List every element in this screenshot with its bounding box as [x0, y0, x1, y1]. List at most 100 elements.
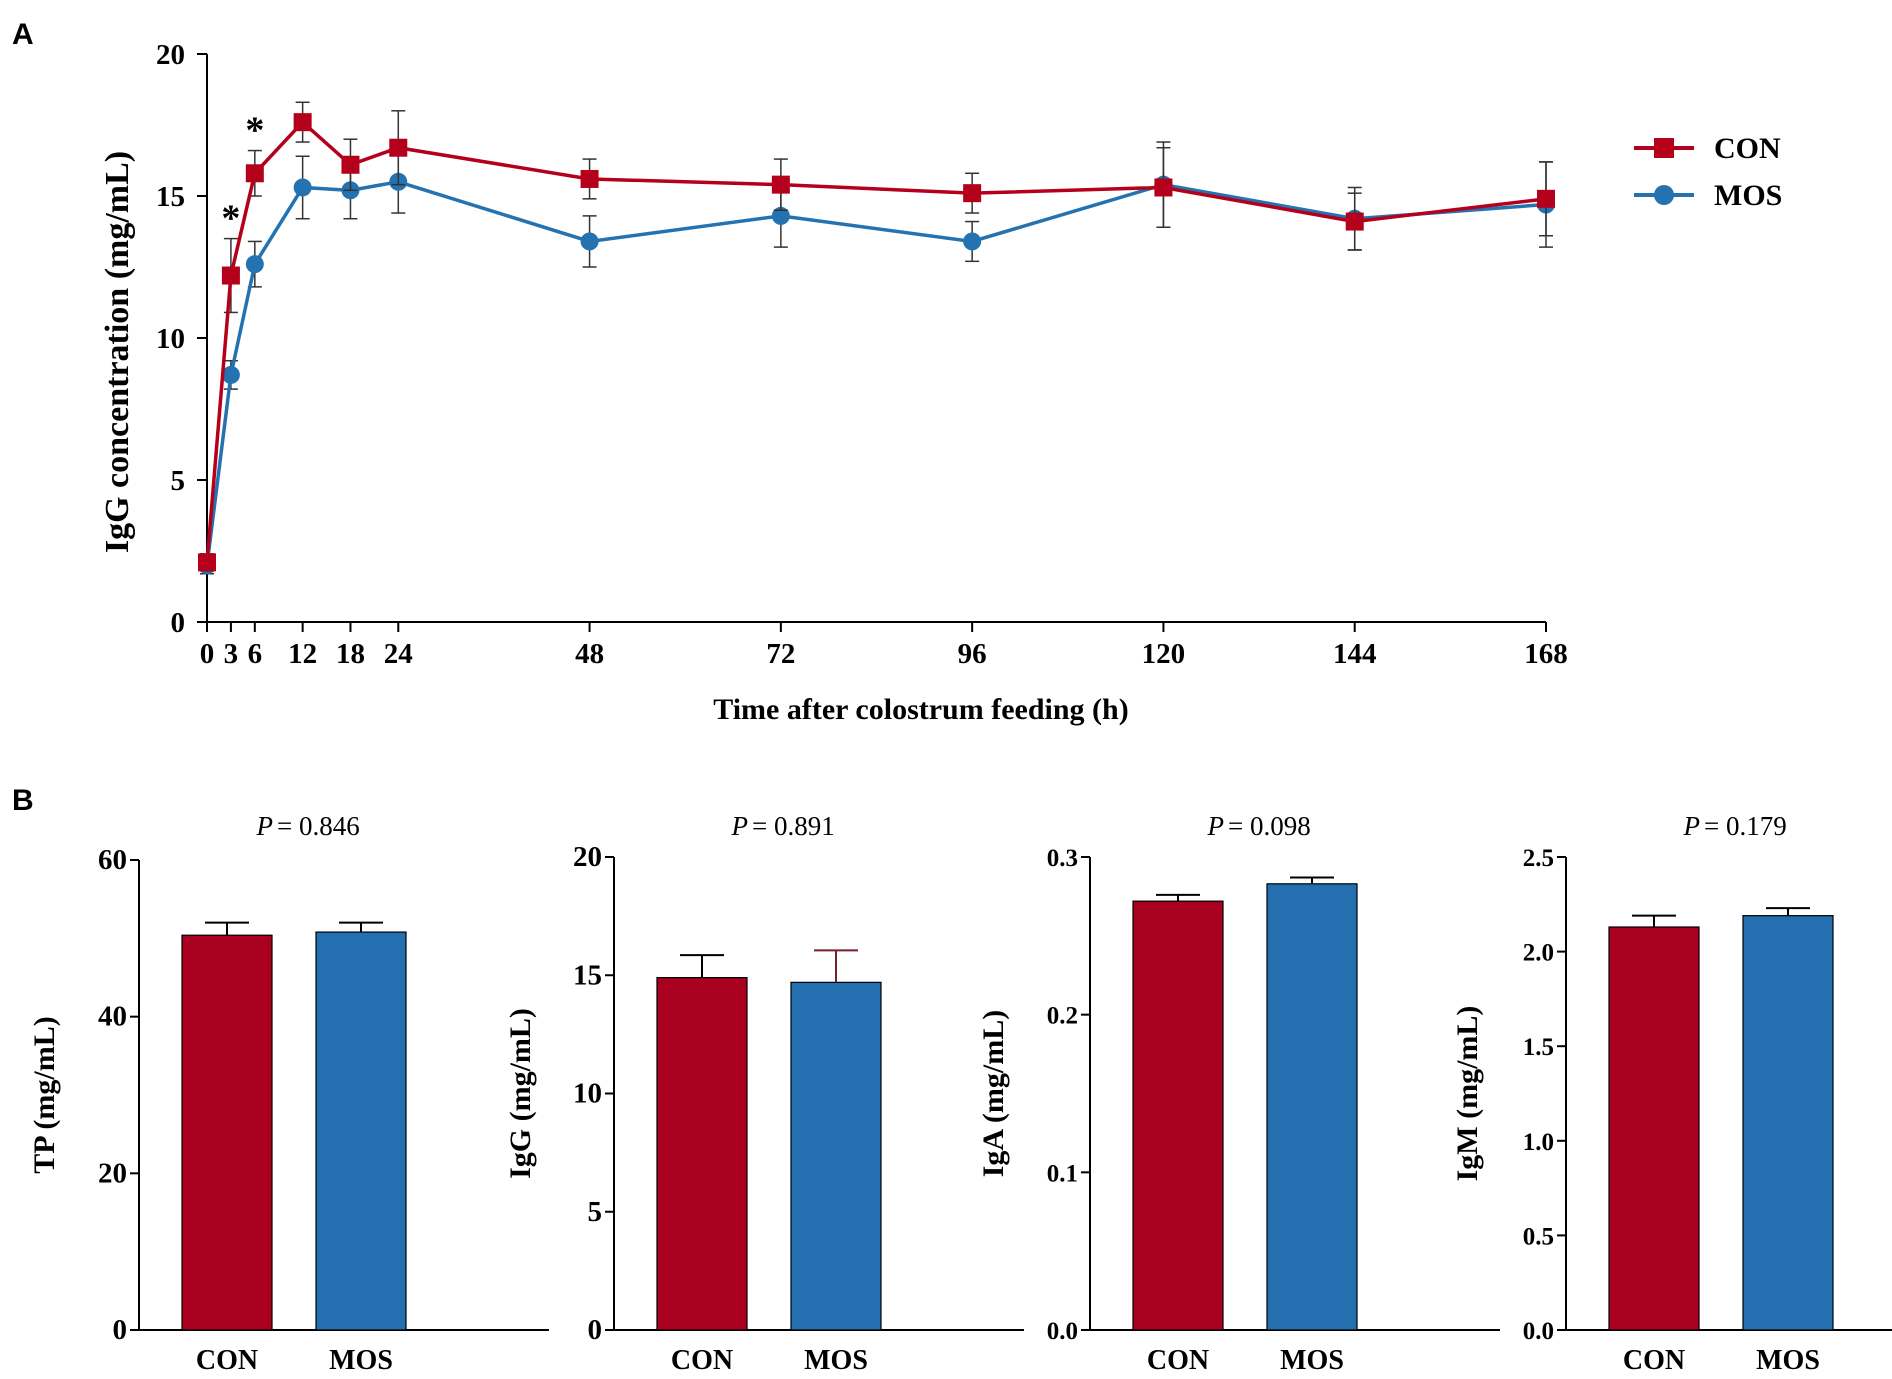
- p-value: = 0.179: [1704, 811, 1787, 841]
- bar-chart-igm: 0.0 0.5 1.0 1.5 2.0 2.5 IgM (mg/mL) P = 0.179 CON…: [1451, 811, 1892, 1376]
- bar-con: [181, 934, 273, 1331]
- y-tick-label: 0.5: [1523, 1223, 1554, 1250]
- panel-a-series: [198, 101, 1555, 575]
- data-point-mos: [771, 206, 790, 225]
- y-tick-label: 10: [156, 323, 185, 355]
- x-category-label: MOS: [1280, 1345, 1344, 1376]
- y-tick-label: 15: [156, 181, 185, 213]
- data-point-con: [963, 184, 982, 203]
- data-point-mos: [293, 178, 312, 197]
- legend-con-marker: [1654, 138, 1674, 158]
- data-point-mos: [245, 255, 264, 274]
- y-tick-label: 2.0: [1523, 940, 1554, 967]
- y-axis-title: IgA (mg/mL): [977, 1010, 1010, 1178]
- x-category-label: CON: [671, 1345, 733, 1376]
- bar-mos: [1742, 915, 1834, 1331]
- data-point-con: [389, 138, 408, 157]
- bar-chart-tp: 0 20 40 60 TP (mg/mL) P = 0.846 CON MOS: [28, 811, 549, 1376]
- y-tick-label: 15: [573, 959, 602, 991]
- panel-a-annotations: **: [221, 110, 264, 240]
- y-tick-label: 0.0: [1523, 1318, 1554, 1345]
- y-tick-label: 2.5: [1523, 845, 1554, 872]
- p-value-prefix: P: [1683, 811, 1701, 841]
- data-point-mos: [221, 365, 240, 384]
- data-point-con: [341, 155, 360, 174]
- data-point-con: [198, 553, 216, 572]
- x-tick-label: 168: [1524, 638, 1568, 670]
- y-tick-label: 0: [113, 1314, 128, 1346]
- p-value: = 0.891: [752, 811, 835, 841]
- data-point-con: [1345, 212, 1364, 231]
- data-point-con: [245, 164, 264, 183]
- panel-label-a: A: [12, 18, 34, 51]
- y-tick-label: 0: [171, 607, 186, 639]
- x-tick-label: 144: [1333, 638, 1377, 670]
- y-tick-label: 5: [588, 1196, 603, 1228]
- data-point-mos: [963, 232, 982, 251]
- x-tick-label: 6: [248, 638, 263, 670]
- x-category-label: CON: [1147, 1345, 1209, 1376]
- bar-chart-igg: 0 5 10 15 20 IgG (mg/mL) P = 0.891 CON MOS: [504, 811, 1024, 1376]
- y-tick-label: 1.0: [1523, 1129, 1554, 1156]
- significance-star: *: [245, 110, 264, 152]
- y-axis-title: TP (mg/mL): [28, 1016, 61, 1174]
- y-axis-title: IgM (mg/mL): [1451, 1006, 1484, 1182]
- y-tick-label: 10: [573, 1078, 602, 1110]
- data-point-con: [1154, 178, 1173, 197]
- p-value-prefix: P: [731, 811, 749, 841]
- x-tick-label: 12: [288, 638, 317, 670]
- y-tick-label: 0.1: [1047, 1160, 1078, 1187]
- panel-a-x-title: Time after colostrum feeding (h): [713, 693, 1128, 726]
- y-tick-label: 20: [98, 1157, 127, 1189]
- x-category-label: MOS: [1756, 1345, 1820, 1376]
- y-tick-label: 0.3: [1047, 845, 1078, 872]
- bar-chart-iga: 0.0 0.1 0.2 0.3 IgA (mg/mL) P = 0.098 CON MOS: [977, 811, 1500, 1376]
- panel-a-y-title: IgG concentration (mg/mL): [99, 151, 136, 553]
- legend-mos-label: MOS: [1714, 179, 1782, 212]
- p-value-prefix: P: [1207, 811, 1225, 841]
- data-point-con: [1537, 189, 1555, 208]
- significance-star: *: [221, 198, 240, 240]
- bar-con: [1608, 926, 1700, 1331]
- panel-a-x-ticks: 0 3 6 12 18 24 48 72 96 120 144 168: [200, 622, 1568, 670]
- data-point-mos: [580, 232, 599, 251]
- bar-mos: [315, 931, 407, 1331]
- x-tick-label: 120: [1142, 638, 1186, 670]
- p-value: = 0.846: [277, 811, 360, 841]
- p-value: = 0.098: [1228, 811, 1311, 841]
- series-line-mos: [205, 180, 1547, 566]
- y-tick-label: 0: [588, 1314, 603, 1346]
- legend: CON MOS: [1634, 132, 1782, 212]
- x-tick-label: 18: [336, 638, 365, 670]
- x-category-label: CON: [1623, 1345, 1685, 1376]
- y-tick-label: 0.2: [1047, 1003, 1078, 1030]
- x-category-label: CON: [196, 1345, 258, 1376]
- y-tick-label: 40: [98, 1001, 127, 1033]
- y-tick-label: 20: [573, 841, 602, 873]
- y-tick-label: 1.5: [1523, 1034, 1554, 1061]
- series-mos: [198, 141, 1555, 575]
- data-point-con: [293, 113, 312, 132]
- bar-con: [656, 977, 748, 1331]
- y-tick-label: 60: [98, 844, 127, 876]
- x-category-label: MOS: [804, 1345, 868, 1376]
- x-tick-label: 24: [384, 638, 413, 670]
- bar-con: [1132, 900, 1224, 1331]
- data-point-con: [771, 175, 790, 194]
- x-tick-label: 72: [766, 638, 795, 670]
- data-point-con: [221, 266, 240, 285]
- y-tick-label: 20: [156, 39, 185, 71]
- x-tick-label: 0: [200, 638, 215, 670]
- p-value-prefix: P: [256, 811, 274, 841]
- legend-mos-marker: [1654, 185, 1674, 205]
- bar-mos: [1266, 883, 1358, 1331]
- y-tick-label: 0.0: [1047, 1318, 1078, 1345]
- x-category-label: MOS: [329, 1345, 393, 1376]
- legend-con-label: CON: [1714, 132, 1781, 165]
- y-tick-label: 5: [171, 465, 186, 497]
- x-tick-label: 96: [958, 638, 987, 670]
- bar-mos: [790, 981, 882, 1331]
- series-con: [198, 101, 1555, 572]
